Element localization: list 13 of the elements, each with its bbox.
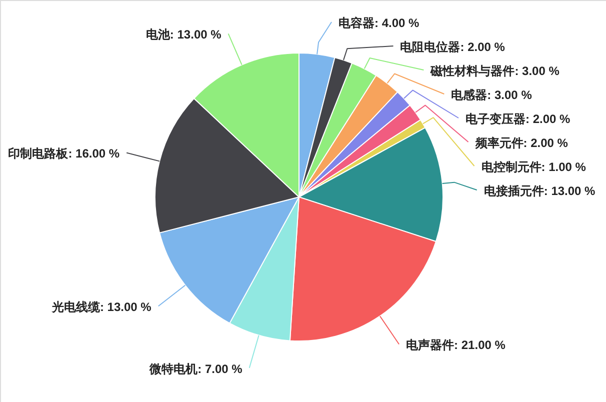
slice-label: 光电线缆: 13.00 % [50,300,152,314]
slice-label: 电声器件: 21.00 % [406,338,506,352]
slice-label: 印制电路板: 16.00 % [8,146,120,161]
slice-label: 电子变压器: 2.00 % [466,112,571,126]
slice-label: 电池: 13.00 % [146,28,222,42]
slice-label: 电容器: 4.00 % [338,16,420,30]
slice-label: 微特电机: 7.00 % [148,362,243,376]
slice-label: 电接插元件: 13.00 % [484,184,596,198]
slice-label: 电控制元件: 1.00 % [481,160,586,174]
slice-label: 电感器: 3.00 % [451,88,532,102]
slice-label: 频率元件: 2.00 % [474,136,568,150]
slice-label: 磁性材料与器件: 3.00 % [430,64,560,78]
slice-label: 电阻电位器: 2.00 % [400,40,506,54]
